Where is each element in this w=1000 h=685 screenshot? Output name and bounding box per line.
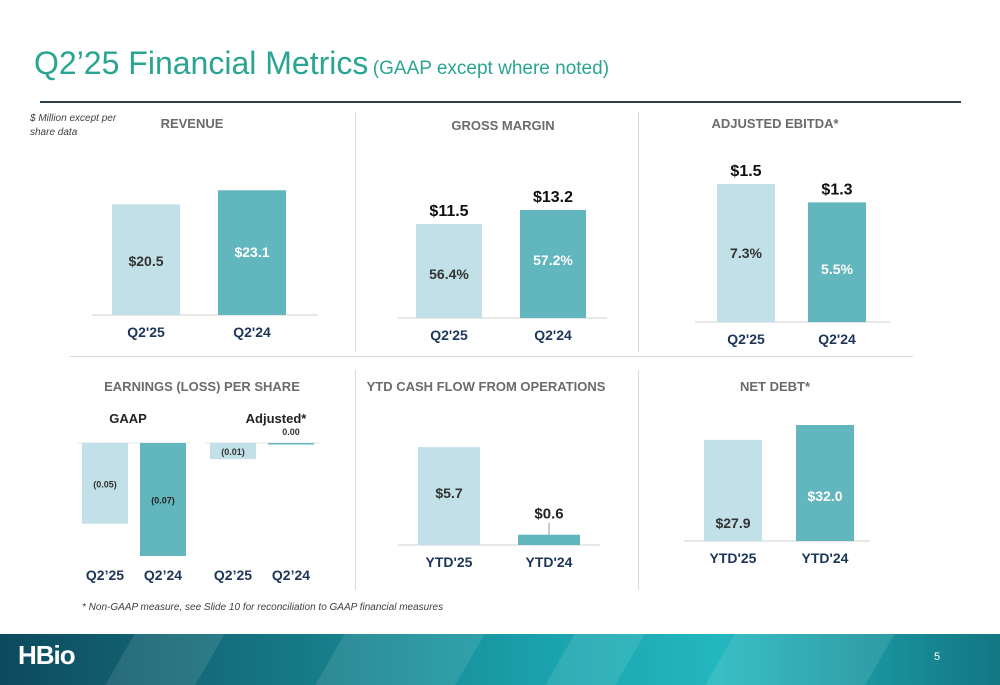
ebitda-bar-label-2: 5.5% [821, 261, 853, 277]
revenue-bar-2 [218, 190, 286, 315]
eps-adjusted-bar-label-2: 0.00 [282, 427, 300, 437]
divider-v3 [355, 370, 356, 590]
divider-h [70, 356, 913, 357]
gross-margin-top-label-2: $13.2 [533, 189, 573, 206]
revenue-bar-1 [112, 204, 180, 315]
cashflow-bar-label-2: $0.6 [534, 506, 563, 523]
gross-margin-bar-label-1: 56.4% [429, 266, 469, 282]
revenue-tick-1: Q2'25 [127, 324, 165, 340]
title-note: (GAAP except where noted) [372, 58, 610, 79]
eps-gaap-bar-1 [82, 443, 128, 524]
gross-margin-tick-1: Q2'25 [430, 327, 468, 343]
netdebt-bar-label-2: $32.0 [807, 488, 842, 504]
netdebt-tick-1: YTD'25 [710, 550, 757, 566]
units-note: $ Million except per share data [30, 113, 117, 138]
ebitda-top-label-1: $1.5 [730, 163, 761, 180]
revenue-bar-label-1: $20.5 [128, 253, 163, 269]
eps-gaap-bar-label-2: (0.07) [151, 496, 175, 506]
eps-gaap-tick-1: Q2’25 [86, 567, 124, 583]
divider-v1 [355, 112, 356, 352]
eps-gaap-tick-2: Q2’24 [144, 567, 182, 583]
revenue-tick-2: Q2'24 [233, 324, 271, 340]
slide-title: Q2’25 Financial Metrics (GAAP except whe… [34, 45, 609, 82]
gross-margin-bar-1 [416, 223, 482, 318]
cashflow-tick-1: YTD'25 [426, 554, 473, 570]
cashflow-bar-2 [518, 534, 580, 545]
ebitda-bar-1 [717, 184, 775, 322]
ebitda-tick-1: Q2'25 [727, 331, 765, 347]
cashflow-bar-label-1: $5.7 [435, 485, 462, 501]
ebitda-bar-label-1: 7.3% [730, 245, 762, 261]
ebitda-title: ADJUSTED EBITDA* [711, 116, 839, 131]
eps-title: EARNINGS (LOSS) PER SHARE [104, 379, 300, 394]
eps-adjusted-tick-1: Q2’25 [214, 567, 252, 583]
ebitda-bar-2 [808, 202, 866, 322]
netdebt-bar-1 [704, 439, 762, 541]
eps-adjusted-bar-1 [210, 443, 256, 460]
eps-adjusted-bar-2 [268, 443, 314, 445]
eps-gaap-label: GAAP [109, 411, 147, 426]
eps-adjusted-bar-label-1: (0.01) [221, 447, 245, 457]
netdebt-bar-2 [796, 425, 854, 541]
gross-margin-title: GROSS MARGIN [451, 118, 555, 133]
netdebt-bar-label-1: $27.9 [715, 515, 750, 531]
ebitda-tick-2: Q2'24 [818, 331, 856, 347]
ebitda-top-label-2: $1.3 [821, 181, 852, 198]
gross-margin-top-label-1: $11.5 [429, 203, 468, 220]
eps-gaap-bar-2 [140, 443, 186, 556]
hbio-logo: HBio [18, 640, 76, 670]
netdebt-tick-2: YTD'24 [802, 550, 849, 566]
divider-v2 [638, 112, 639, 352]
gross-margin-bar-label-2: 57.2% [533, 252, 573, 268]
cashflow-bar-1 [418, 447, 480, 545]
gross-margin-tick-2: Q2'24 [534, 327, 572, 343]
charts-canvas: Q2'25 $20.5 Q2'24 $23.1 Q2'25 $11.5 56.4% Q2'24… [78, 163, 890, 583]
eps-adjusted-tick-2: Q2’24 [272, 567, 310, 583]
revenue-bar-label-2: $23.1 [234, 244, 269, 260]
eps-adjusted-label: Adjusted* [245, 411, 307, 426]
footnote: * Non-GAAP measure, see Slide 10 for rec… [82, 602, 444, 613]
cashflow-tick-2: YTD'24 [526, 554, 573, 570]
footer-band: HBio 5 [0, 634, 1000, 685]
title-main: Q2’25 Financial Metrics [34, 45, 369, 81]
page-number: 5 [934, 651, 941, 663]
cashflow-title: YTD CASH FLOW FROM OPERATIONS [366, 379, 606, 394]
divider-v4 [638, 370, 639, 590]
eps-gaap-bar-label-1: (0.05) [93, 479, 117, 489]
title-rule [40, 101, 961, 103]
gross-margin-bar-2 [520, 210, 586, 318]
netdebt-title: NET DEBT* [739, 379, 811, 394]
revenue-title: REVENUE [160, 116, 224, 131]
